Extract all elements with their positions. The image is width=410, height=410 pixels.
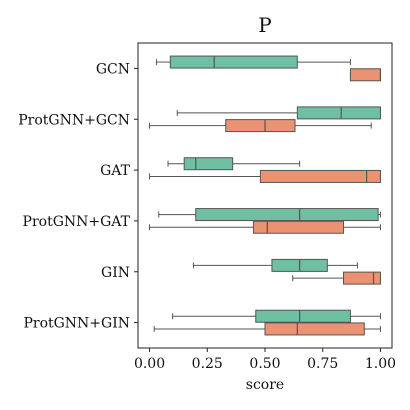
box-orange	[292, 271, 381, 285]
iqr-box	[252, 220, 345, 234]
chart-title: P	[258, 13, 271, 37]
x-axis: 0.00 0.25 0.50 0.75 1.00	[134, 348, 396, 372]
category-label: GAT	[100, 163, 131, 179]
box-orange	[153, 322, 381, 336]
iqr-box	[195, 208, 379, 222]
box-green	[192, 258, 358, 272]
box-orange	[349, 68, 382, 82]
iqr-box	[183, 157, 234, 171]
plot-area	[137, 42, 393, 349]
x-tick-label: 0.00	[134, 356, 165, 372]
x-tick-label: 0.50	[249, 356, 280, 372]
x-tick-label: 1.00	[365, 356, 396, 372]
iqr-box	[296, 106, 381, 120]
x-tick-label: 0.75	[307, 356, 338, 372]
category-label: GIN	[101, 265, 130, 281]
category-label: GCN	[96, 61, 130, 77]
iqr-box	[169, 55, 298, 69]
plot-frame	[137, 42, 393, 349]
y-axis: GCN ProtGNN+GCN GAT ProtGNN+GAT GIN ProtGNN+G…	[18, 61, 138, 332]
x-axis-label: score	[246, 377, 284, 393]
category-label: ProtGNN+GIN	[23, 316, 130, 332]
iqr-box	[264, 322, 365, 336]
box-green	[176, 106, 381, 120]
x-tick-label: 0.25	[192, 356, 223, 372]
iqr-box	[225, 119, 296, 133]
box-orange	[149, 119, 372, 133]
iqr-box	[259, 169, 381, 183]
box-green	[155, 55, 351, 69]
box-green	[172, 309, 381, 323]
iqr-box	[255, 309, 351, 323]
box-orange	[149, 169, 381, 183]
category-label: ProtGNN+GAT	[23, 214, 131, 230]
category-label: ProtGNN+GCN	[18, 112, 130, 128]
box-green	[158, 208, 381, 222]
iqr-box	[349, 68, 381, 82]
iqr-box	[343, 271, 381, 285]
box-orange	[149, 220, 381, 234]
box-green	[167, 157, 301, 171]
